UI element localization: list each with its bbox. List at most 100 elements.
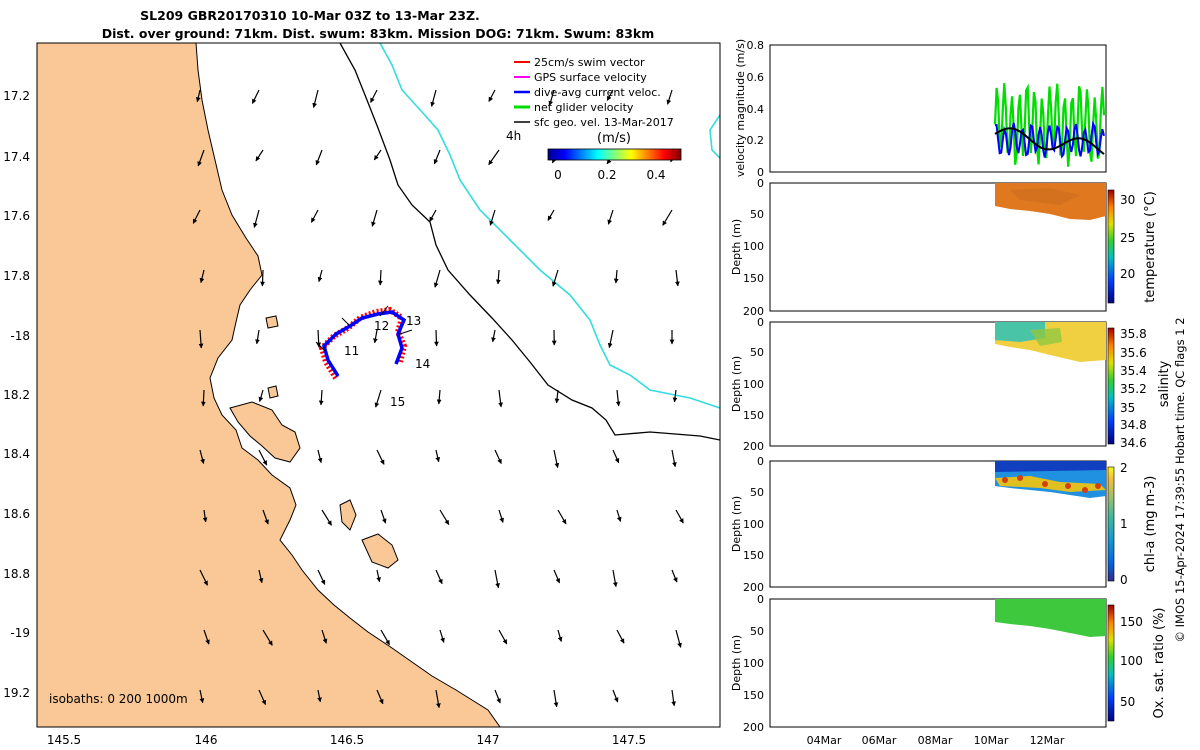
land-mainland — [37, 43, 501, 727]
chla-label: chl-a (mg m-3) — [1143, 476, 1158, 573]
cbar-tick: 35.8 — [1120, 327, 1147, 341]
current-arrow — [557, 509, 567, 525]
current-arrow — [613, 269, 619, 284]
day-label: 11 — [344, 344, 359, 358]
lon-tick: 147 — [477, 733, 500, 747]
current-arrow — [253, 209, 260, 228]
current-arrow — [197, 149, 205, 167]
current-arrow — [376, 569, 381, 583]
depth-ylabel: Depth (m) — [730, 496, 743, 552]
map-frame — [36, 42, 721, 728]
lat-tick: 17.4 — [3, 150, 30, 164]
cbar-tick: 34.8 — [1120, 418, 1147, 432]
ytick: 50 — [750, 208, 764, 221]
isobath-1000-corner — [709, 114, 720, 159]
oxygen-section — [995, 599, 1106, 637]
current-arrow — [612, 569, 618, 588]
current-arrow — [553, 689, 559, 708]
current-arrow — [199, 689, 205, 704]
land-island-c — [265, 315, 279, 329]
current-arrow — [318, 389, 324, 406]
current-arrow — [374, 389, 382, 408]
current-arrow — [434, 329, 439, 347]
current-arrow — [433, 269, 441, 288]
current-arrow — [666, 89, 673, 105]
day-label: 15 — [390, 395, 405, 409]
footer-credit: © IMOS 15-Apr-2024 17:39:55 Hobart time.… — [1173, 317, 1187, 642]
cbar-tick: 25 — [1120, 231, 1135, 245]
current-arrow — [675, 629, 682, 648]
current-arrow — [671, 689, 676, 707]
current-arrow — [201, 389, 206, 407]
temperature-variation — [1010, 188, 1080, 205]
ytick: 0.4 — [747, 103, 765, 116]
current-arrow — [675, 509, 684, 524]
current-arrow — [317, 569, 326, 585]
ytick: 150 — [743, 409, 764, 422]
current-arrow — [498, 629, 508, 645]
chla-spot — [1042, 481, 1048, 487]
current-arrow — [616, 629, 625, 644]
chla-maximum-band — [995, 476, 1106, 492]
cbar-tick: 150 — [1120, 615, 1143, 629]
cbar-tick: 50 — [1120, 695, 1135, 709]
velocity-panel: 0.8 0.6 0.4 0.2 0 velocity magnitude (m/… — [734, 39, 1107, 179]
colorbar-tick: 0.2 — [597, 168, 616, 182]
current-arrow — [429, 209, 437, 222]
current-arrow — [491, 329, 496, 343]
ytick: 0 — [757, 593, 764, 606]
cbar-tick: 30 — [1120, 193, 1135, 207]
current-arrow — [321, 629, 328, 644]
lat-tick: 18.6 — [3, 507, 30, 521]
chla-spot — [1017, 475, 1023, 481]
current-arrow — [439, 629, 445, 643]
current-arrow — [671, 569, 678, 583]
current-arrow — [258, 389, 264, 402]
current-arrow — [376, 449, 385, 465]
current-arrow — [371, 209, 378, 227]
current-arrow — [494, 689, 501, 704]
current-arrow — [495, 269, 501, 285]
time-tick: 12Mar — [1030, 734, 1065, 747]
cbar-tick: 35.4 — [1120, 364, 1147, 378]
lon-tick: 146.5 — [330, 733, 364, 747]
current-arrow — [258, 449, 268, 466]
legend-entry: GPS surface velocity — [534, 71, 647, 84]
current-arrow — [498, 389, 503, 408]
current-arrow — [321, 509, 333, 526]
map-panel: 11 12 13 14 15 25cm/s swim vector GPS su… — [3, 42, 721, 747]
isobath-1000 — [379, 43, 720, 409]
current-arrow — [310, 209, 319, 223]
salinity-fresh-patch — [995, 322, 1045, 342]
current-arrow — [606, 89, 614, 101]
series-line-surface — [994, 127, 1105, 155]
chla-surface-band — [995, 461, 1106, 472]
cbar-tick: 2 — [1120, 461, 1128, 475]
current-arrow — [258, 689, 267, 706]
ytick: 0.6 — [747, 71, 765, 84]
current-arrow — [317, 269, 323, 283]
current-arrow — [198, 329, 204, 349]
colorbar-tick: 0 — [554, 168, 562, 182]
time-tick: 04Mar — [807, 734, 842, 747]
oxygen-colorbar — [1107, 604, 1115, 722]
ytick: 200 — [743, 440, 764, 453]
current-arrow — [551, 269, 559, 287]
cbar-tick: 34.6 — [1120, 436, 1147, 450]
speed-colorbar — [547, 148, 682, 161]
ytick: 100 — [743, 240, 764, 253]
current-arrow — [373, 329, 378, 344]
lat-tick: 17.2 — [3, 89, 30, 103]
current-arrow — [199, 569, 209, 586]
chla-spot — [1002, 477, 1008, 483]
cbar-tick: 0 — [1120, 573, 1128, 587]
current-arrow — [202, 509, 208, 523]
chla-axes — [769, 460, 1107, 588]
ytick: 0 — [757, 455, 764, 468]
ytick: 100 — [743, 518, 764, 531]
track-current-blue — [322, 310, 407, 377]
series-line-current — [995, 120, 1105, 159]
chla-spot — [1095, 483, 1101, 489]
current-arrow — [378, 269, 383, 286]
